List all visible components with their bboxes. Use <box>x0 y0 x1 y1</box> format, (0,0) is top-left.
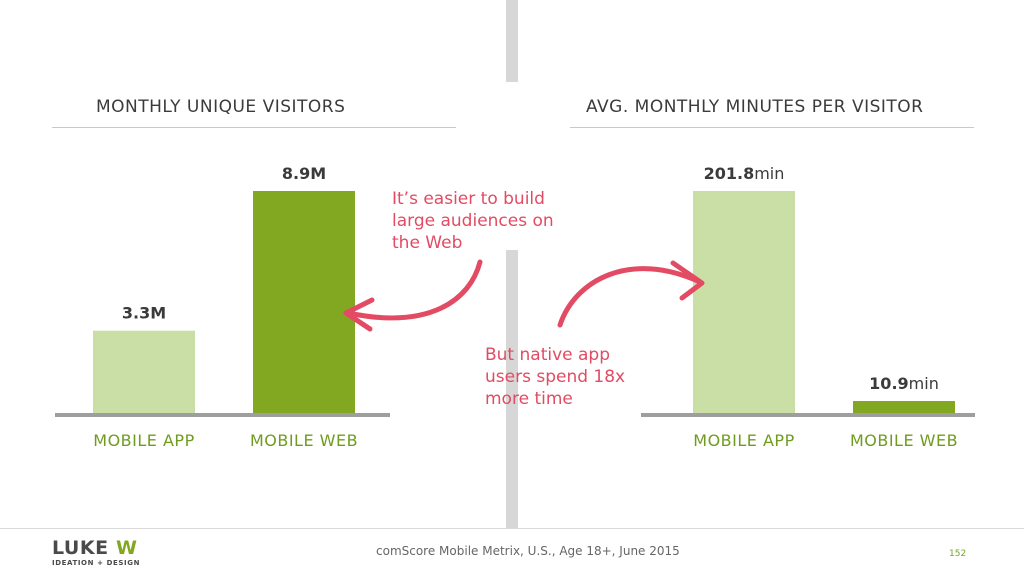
callout-right-line-3: more time <box>485 389 573 409</box>
footer-rule <box>0 528 1024 529</box>
callout-right-line-2: users spend 18x <box>485 367 626 387</box>
x-axis-baseline <box>55 413 390 417</box>
arrow-right-curve <box>557 266 703 328</box>
value-label: 3.3M <box>122 304 166 323</box>
category-label: MOBILE WEB <box>250 431 358 450</box>
right-chart-title: AVG. MONTHLY MINUTES PER VISITOR <box>586 97 924 117</box>
lukew-logo: LUKE W IDEATION + DESIGN <box>52 537 140 567</box>
category-label: MOBILE APP <box>693 431 794 450</box>
svg-text:W: W <box>116 537 137 559</box>
value-label: 201.8min <box>704 164 785 183</box>
svg-text:LUKE: LUKE <box>52 537 109 559</box>
right-bar-chart: 201.8min MOBILE APP 10.9min MOBILE WEB <box>641 164 975 450</box>
callout-arrows <box>343 259 705 332</box>
bar-mobile-web <box>253 191 355 413</box>
source-note: comScore Mobile Metrix, U.S., Age 18+, J… <box>376 544 680 558</box>
category-label: MOBILE WEB <box>850 431 958 450</box>
category-label: MOBILE APP <box>93 431 194 450</box>
callout-left-line-1: It’s easier to build <box>392 189 545 209</box>
callout-left-line-3: the Web <box>392 233 463 253</box>
callout-left: It’s easier to build large audiences on … <box>392 188 554 254</box>
arrow-left-head <box>343 297 375 332</box>
callout-right: But native app users spend 18x more time <box>485 344 625 410</box>
callout-left-line-2: large audiences on <box>392 211 554 231</box>
page-number: 152 <box>949 549 967 559</box>
center-divider-top <box>506 0 518 82</box>
x-axis-baseline <box>641 413 975 417</box>
svg-text:IDEATION + DESIGN: IDEATION + DESIGN <box>52 559 140 567</box>
left-bar-chart: 3.3M MOBILE APP 8.9M MOBILE WEB <box>55 164 390 450</box>
bar-mobile-app <box>693 191 795 413</box>
center-divider-bottom <box>506 250 518 528</box>
arrow-right-head <box>670 260 705 301</box>
value-label: 10.9min <box>869 374 939 393</box>
callout-right-line-1: But native app <box>485 345 611 365</box>
left-chart-title: MONTHLY UNIQUE VISITORS <box>96 97 346 117</box>
value-label: 8.9M <box>282 164 326 183</box>
bar-mobile-app <box>93 330 195 413</box>
bar-mobile-web <box>853 401 955 413</box>
arrow-left-curve <box>345 259 483 321</box>
left-title-rule <box>52 127 456 128</box>
right-title-rule <box>570 127 974 128</box>
